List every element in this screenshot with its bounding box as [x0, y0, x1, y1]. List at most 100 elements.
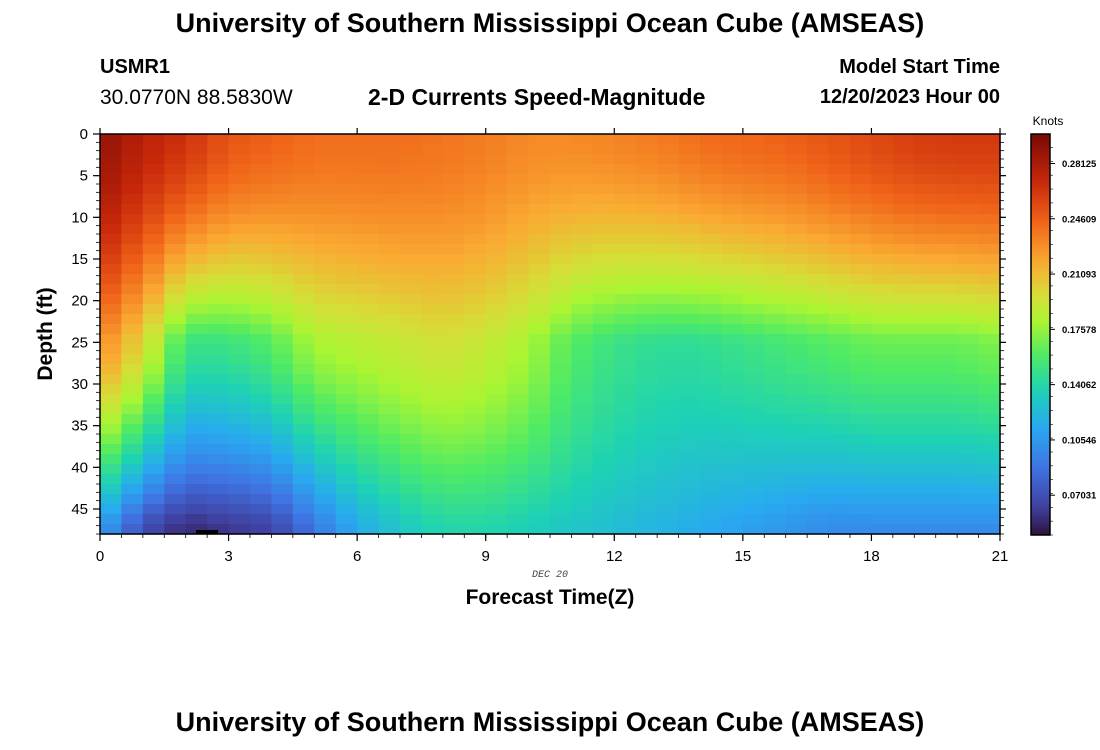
- heatmap-cell: [485, 304, 508, 315]
- heatmap-cell: [228, 444, 251, 455]
- heatmap-cell: [764, 214, 787, 225]
- heatmap-cell: [828, 354, 851, 365]
- heatmap-cell: [550, 394, 573, 405]
- heatmap-cell: [850, 184, 873, 195]
- heatmap-cell: [142, 364, 165, 375]
- heatmap-cell: [400, 174, 423, 185]
- heatmap-cell: [185, 484, 208, 495]
- heatmap-cell: [978, 284, 1001, 295]
- heatmap-cell: [357, 174, 380, 185]
- heatmap-cell: [207, 274, 230, 285]
- heatmap-cell: [357, 514, 380, 525]
- heatmap-cell: [464, 434, 487, 445]
- heatmap-cell: [464, 464, 487, 475]
- heatmap-cell: [121, 484, 144, 495]
- heatmap-cell: [207, 204, 230, 215]
- heatmap-cell: [785, 314, 808, 325]
- heatmap-cell: [528, 244, 551, 255]
- heatmap-cell: [228, 314, 251, 325]
- heatmap-cell: [957, 324, 980, 335]
- heatmap-cell: [335, 174, 358, 185]
- heatmap-cell: [678, 194, 701, 205]
- heatmap-cell: [614, 444, 637, 455]
- heatmap-cell: [892, 394, 915, 405]
- heatmap-cell: [185, 384, 208, 395]
- heatmap-cell: [378, 404, 401, 415]
- heatmap-cell: [485, 314, 508, 325]
- heatmap-cell: [700, 284, 723, 295]
- heatmap-cell: [657, 264, 680, 275]
- heatmap-cell: [957, 484, 980, 495]
- heatmap-cell: [957, 494, 980, 505]
- heatmap-cell: [100, 134, 123, 145]
- heatmap-cell: [785, 374, 808, 385]
- heatmap-cell: [142, 144, 165, 155]
- heatmap-cell: [271, 334, 294, 345]
- heatmap-cell: [250, 364, 273, 375]
- heatmap-cell: [550, 244, 573, 255]
- heatmap-cell: [271, 154, 294, 165]
- heatmap-cell: [357, 154, 380, 165]
- heatmap-cell: [400, 454, 423, 465]
- heatmap-cell: [528, 284, 551, 295]
- x-tick-label: 9: [482, 548, 490, 565]
- heatmap-cell: [442, 244, 465, 255]
- heatmap-cell: [314, 234, 337, 245]
- heatmap-cell: [314, 204, 337, 215]
- heatmap-cell: [164, 344, 187, 355]
- heatmap-cell: [164, 204, 187, 215]
- heatmap-cell: [314, 164, 337, 175]
- heatmap-cell: [378, 204, 401, 215]
- heatmap-cell: [292, 174, 315, 185]
- heatmap-cell: [485, 514, 508, 525]
- heatmap-cell: [592, 344, 615, 355]
- heatmap-cell: [464, 304, 487, 315]
- heatmap-cell: [635, 304, 658, 315]
- heatmap-cell: [464, 254, 487, 265]
- heatmap-cell: [528, 524, 551, 535]
- heatmap-cell: [957, 194, 980, 205]
- heatmap-cell: [121, 514, 144, 525]
- heatmap-cell: [121, 324, 144, 335]
- heatmap-cell: [528, 444, 551, 455]
- heatmap-cell: [442, 364, 465, 375]
- heatmap-cell: [807, 294, 830, 305]
- heatmap-cell: [935, 294, 958, 305]
- heatmap-cell: [571, 424, 594, 435]
- heatmap-cell: [785, 344, 808, 355]
- heatmap-cell: [100, 174, 123, 185]
- heatmap-cell: [721, 324, 744, 335]
- heatmap-cell: [828, 514, 851, 525]
- heatmap-cell: [507, 314, 530, 325]
- heatmap-cell: [250, 344, 273, 355]
- heatmap-cell: [228, 484, 251, 495]
- heatmap-cell: [935, 524, 958, 535]
- heatmap-cell: [507, 344, 530, 355]
- heatmap-cell: [807, 314, 830, 325]
- heatmap-cell: [721, 194, 744, 205]
- heatmap-cell: [185, 184, 208, 195]
- heatmap-cell: [207, 354, 230, 365]
- heatmap-cell: [892, 204, 915, 215]
- heatmap-cell: [935, 144, 958, 155]
- heatmap-cell: [121, 414, 144, 425]
- heatmap-cell: [828, 444, 851, 455]
- heatmap-cell: [271, 244, 294, 255]
- heatmap-cell: [742, 154, 765, 165]
- heatmap-cell: [550, 424, 573, 435]
- heatmap-cell: [978, 374, 1001, 385]
- heatmap-cell: [700, 294, 723, 305]
- heatmap-cell: [678, 464, 701, 475]
- heatmap-cell: [742, 294, 765, 305]
- heatmap-cell: [507, 164, 530, 175]
- heatmap-cell: [571, 354, 594, 365]
- heatmap-cell: [871, 264, 894, 275]
- heatmap-cell: [764, 394, 787, 405]
- heatmap-cell: [400, 284, 423, 295]
- heatmap-cell: [207, 464, 230, 475]
- heatmap-cell: [121, 464, 144, 475]
- heatmap-cell: [485, 164, 508, 175]
- heatmap-cell: [400, 154, 423, 165]
- heatmap-cell: [528, 434, 551, 445]
- heatmap-cell: [378, 444, 401, 455]
